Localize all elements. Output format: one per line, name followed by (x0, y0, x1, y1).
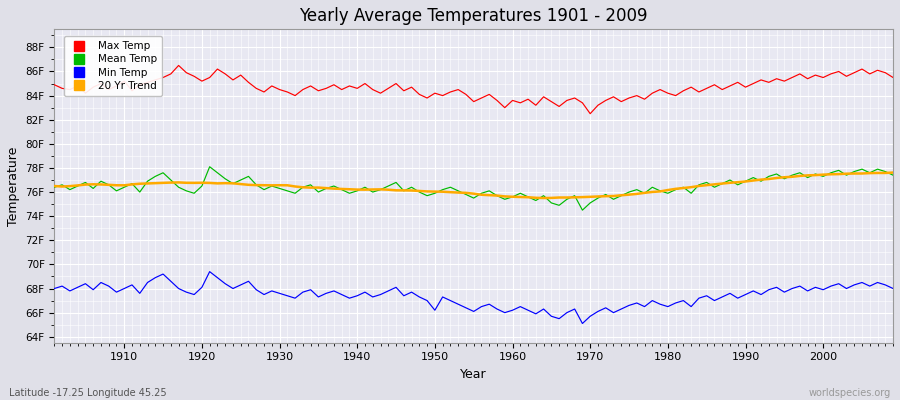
X-axis label: Year: Year (461, 368, 487, 381)
Title: Yearly Average Temperatures 1901 - 2009: Yearly Average Temperatures 1901 - 2009 (300, 7, 648, 25)
Text: worldspecies.org: worldspecies.org (809, 388, 891, 398)
Y-axis label: Temperature: Temperature (7, 146, 20, 226)
Text: Latitude -17.25 Longitude 45.25: Latitude -17.25 Longitude 45.25 (9, 388, 166, 398)
Legend: Max Temp, Mean Temp, Min Temp, 20 Yr Trend: Max Temp, Mean Temp, Min Temp, 20 Yr Tre… (64, 36, 163, 96)
